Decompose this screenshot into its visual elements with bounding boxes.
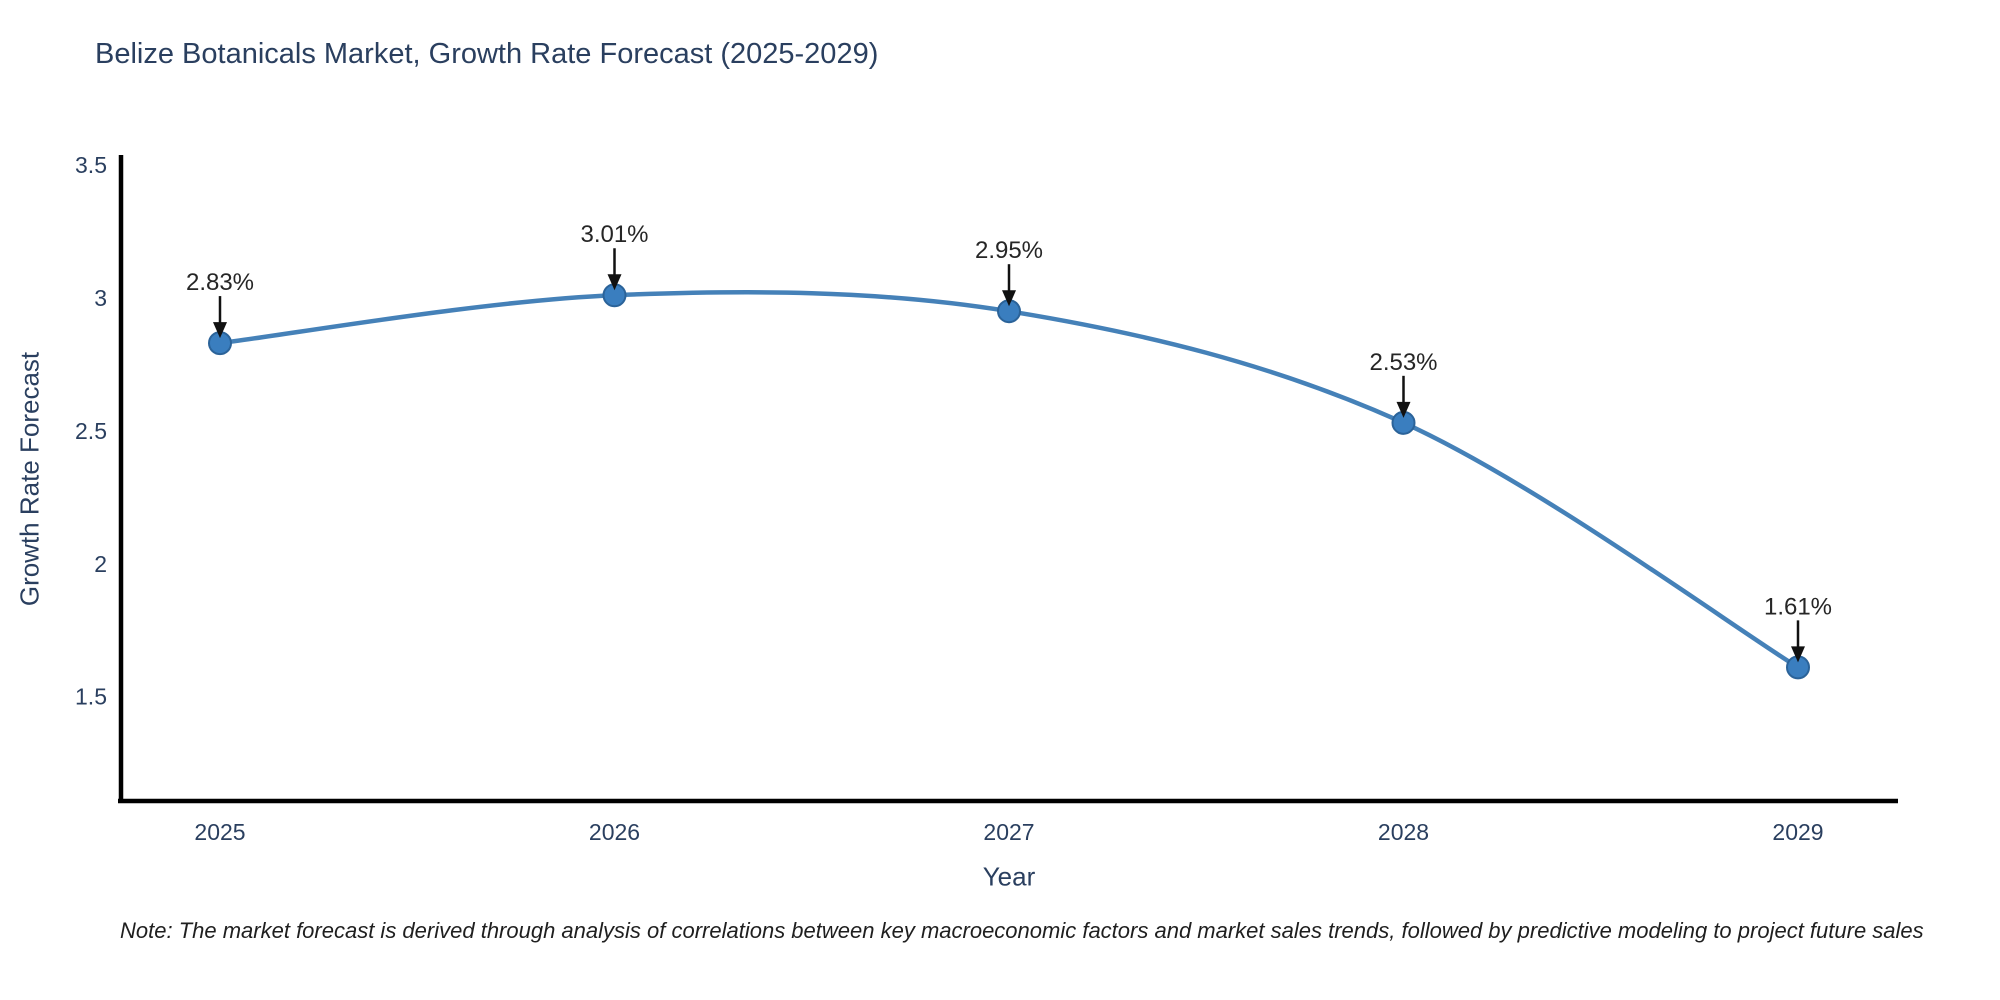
- chart-title: Belize Botanicals Market, Growth Rate Fo…: [95, 38, 879, 70]
- y-tick-label: 2: [94, 551, 107, 577]
- y-tick-label: 2.5: [75, 418, 107, 444]
- x-tick-label: 2026: [589, 819, 640, 845]
- footnote: Note: The market forecast is derived thr…: [120, 918, 1924, 943]
- y-tick-label: 3: [94, 285, 107, 311]
- y-tick-label: 1.5: [75, 684, 107, 710]
- annotation-arrow-head: [1396, 401, 1411, 418]
- x-tick-label: 2029: [1772, 819, 1823, 845]
- point-value-label: 2.95%: [975, 237, 1043, 264]
- point-value-label: 2.83%: [186, 269, 254, 296]
- forecast-line: [217, 290, 1801, 670]
- annotation-arrow-head: [607, 274, 622, 291]
- point-value-label: 1.61%: [1764, 593, 1832, 620]
- annotation-arrow-head: [1791, 646, 1805, 663]
- point-value-label: 2.53%: [1369, 349, 1437, 376]
- point-value-label: 3.01%: [580, 221, 648, 248]
- annotation-arrow-head: [213, 322, 227, 339]
- y-axis-title: Growth Rate Forecast: [14, 351, 45, 607]
- x-tick-label: 2027: [983, 819, 1034, 845]
- x-tick-label: 2025: [194, 819, 245, 845]
- x-tick-label: 2028: [1378, 819, 1429, 845]
- y-tick-label: 3.5: [75, 152, 107, 178]
- annotation-arrow-head: [1002, 290, 1016, 307]
- x-axis-title: Year: [982, 861, 1036, 892]
